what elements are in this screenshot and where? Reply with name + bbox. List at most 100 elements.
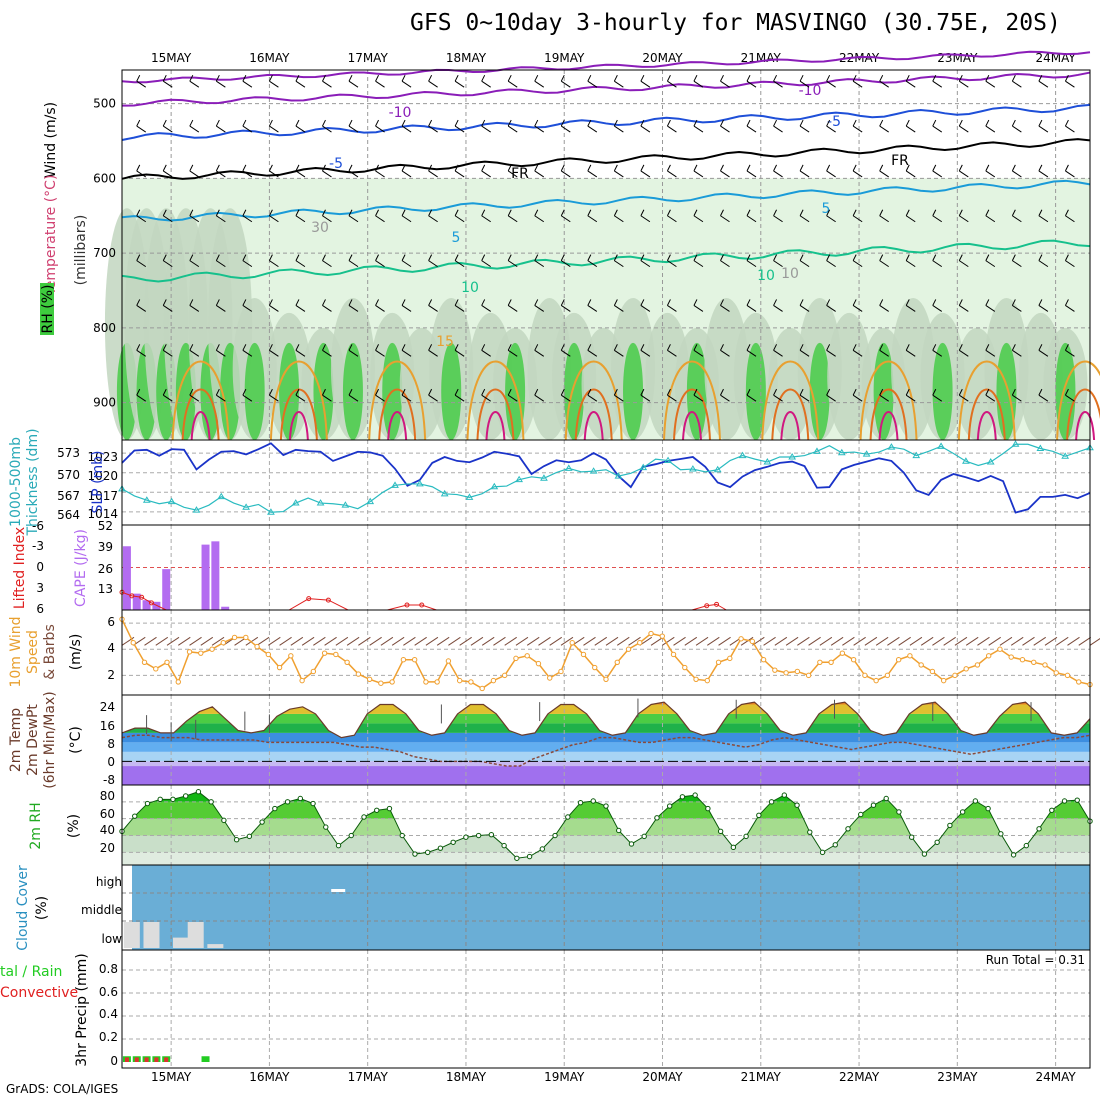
wind-barb xyxy=(852,125,863,133)
wind10-barb xyxy=(830,636,844,646)
wind-barb xyxy=(348,80,359,88)
wind10-marker xyxy=(389,679,395,685)
wind-barb xyxy=(959,260,969,268)
li-marker xyxy=(148,600,154,606)
rh2m-marker xyxy=(908,834,915,840)
wind-barb xyxy=(162,299,167,306)
wind-barb xyxy=(773,394,783,402)
wind10-barb xyxy=(346,636,360,646)
temp-band xyxy=(122,702,1090,705)
wind-barb xyxy=(799,215,810,223)
rh-tick: 80 xyxy=(100,789,115,803)
wind10-marker xyxy=(805,672,812,679)
slp-series xyxy=(121,442,1091,514)
wind-barb xyxy=(162,215,173,223)
wind10-barb xyxy=(481,636,495,646)
wind-barb xyxy=(189,299,194,306)
wind-barb xyxy=(136,119,141,127)
wind-barb xyxy=(959,80,969,88)
wind10-barb xyxy=(1033,636,1046,646)
contour-15 xyxy=(957,360,1016,441)
contour-15 xyxy=(761,360,820,441)
wind-barb xyxy=(189,344,194,351)
wind10-barb xyxy=(875,636,889,646)
wind-barb xyxy=(693,388,698,396)
wind10-marker xyxy=(670,651,677,658)
wind-barb xyxy=(640,170,651,178)
contour-minus-15 xyxy=(121,50,1091,84)
wind-barb xyxy=(905,344,910,351)
rh2m-marker xyxy=(323,824,329,830)
wind-barb xyxy=(614,125,624,133)
wind10-marker xyxy=(209,646,215,652)
contour-25 xyxy=(780,410,801,441)
wind-barb xyxy=(189,119,194,127)
wind-barb xyxy=(693,80,704,88)
wind-barb xyxy=(481,170,491,178)
temp-band xyxy=(122,713,1090,724)
wind-barb xyxy=(693,74,698,82)
wind-barb xyxy=(720,349,730,357)
wind-barb xyxy=(1038,260,1049,268)
wind-barb xyxy=(401,349,412,357)
wind-barb xyxy=(322,209,326,216)
ylabel-wind10-1: 10m Wind xyxy=(8,616,24,687)
wind10-barb xyxy=(977,636,990,646)
thickness-tick: 567 xyxy=(57,489,80,503)
cape-tick: 52 xyxy=(98,519,113,533)
wind-barb xyxy=(348,394,359,402)
wind10-marker xyxy=(1019,656,1026,663)
thickness-marker xyxy=(515,475,524,483)
wind-barb xyxy=(1038,215,1049,223)
wind-barb xyxy=(1011,119,1016,127)
wind-barb xyxy=(454,299,459,306)
cloud-level-label: high xyxy=(96,875,122,889)
wind-barb xyxy=(1065,349,1075,357)
wind-barb xyxy=(985,215,996,223)
rh2m-marker xyxy=(870,802,877,808)
wind-barb xyxy=(613,119,618,127)
wind10-marker xyxy=(862,672,868,679)
wind-barb xyxy=(985,260,996,268)
wind-barb xyxy=(879,349,889,357)
ylabel-temp-2: 2m DewPt xyxy=(25,704,41,776)
wind10-barb xyxy=(493,636,506,646)
temp-band xyxy=(122,742,1090,752)
wind10-marker xyxy=(411,656,418,663)
wind-barb xyxy=(720,305,730,312)
precip-tick: 0.2 xyxy=(99,1030,118,1044)
thickness-tick: 564 xyxy=(57,508,80,522)
wind-barb xyxy=(428,164,433,172)
wind10-marker xyxy=(231,634,238,641)
rh2m-marker xyxy=(807,829,813,835)
wind-barb xyxy=(481,254,486,261)
date-label-top: 17MAY xyxy=(348,51,389,65)
wind-barb xyxy=(693,170,704,178)
wind-barb xyxy=(693,260,704,268)
wind-barb xyxy=(454,164,459,172)
wind-barb xyxy=(162,80,173,88)
contour-25 xyxy=(387,410,408,441)
wind-barb xyxy=(136,74,141,82)
wind10-marker xyxy=(1076,679,1082,685)
thickness-marker xyxy=(415,479,424,487)
rh2m-marker xyxy=(514,855,520,861)
rh2m-marker xyxy=(399,832,405,839)
wind-barb xyxy=(428,125,438,133)
temp2m-series xyxy=(121,701,1091,739)
ylabel-lifted-index: Lifted Index xyxy=(12,527,28,609)
contour-label: FR xyxy=(511,166,529,182)
rh-shade-high xyxy=(441,342,462,441)
wind10-barb xyxy=(673,636,686,646)
contour-5 xyxy=(121,179,1091,222)
wind-barb xyxy=(826,80,836,88)
wind-barb xyxy=(693,119,698,127)
cape-bar xyxy=(201,544,210,610)
wind-barb xyxy=(428,80,438,88)
wind10-marker xyxy=(772,667,778,673)
wind10-marker xyxy=(952,672,958,679)
wind-barb xyxy=(613,74,618,82)
wind10-marker xyxy=(659,633,665,639)
rh-shade-high xyxy=(809,342,830,441)
wind-barb xyxy=(428,119,433,127)
